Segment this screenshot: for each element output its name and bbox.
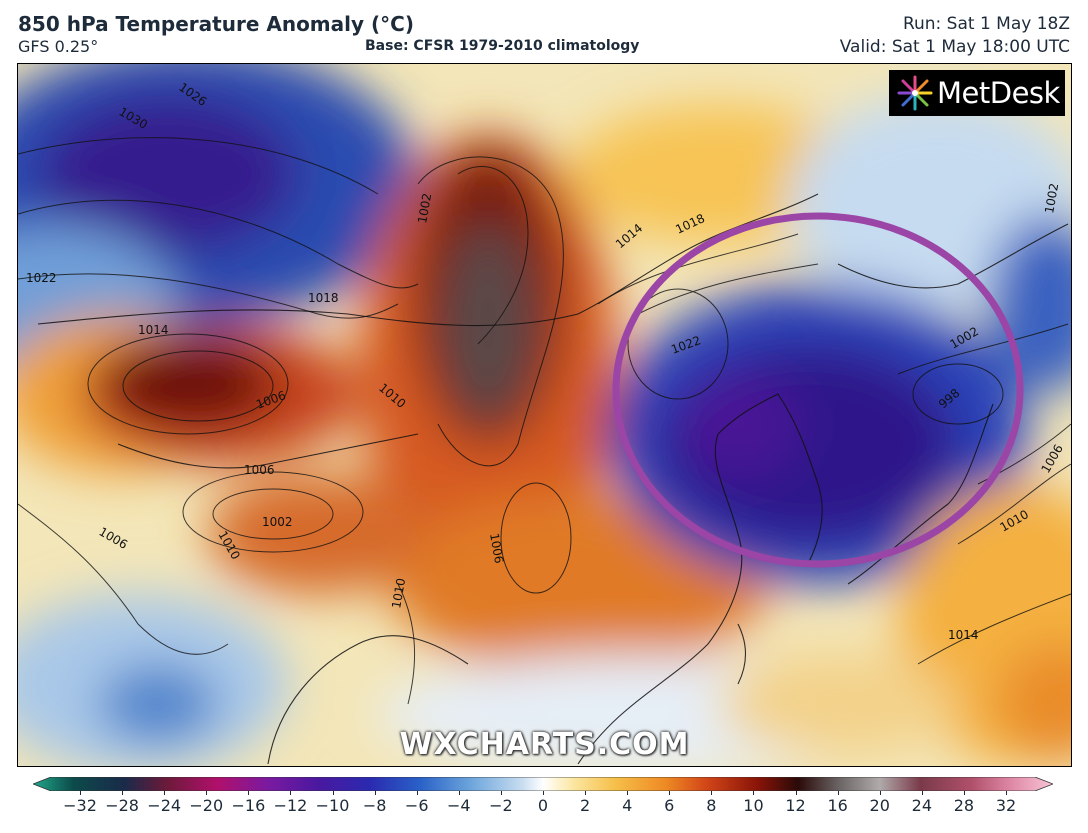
isobar-label: 1002 <box>262 515 293 529</box>
colorbar-tick-label: 2 <box>579 796 591 815</box>
colorbar-tick-mark <box>879 791 881 795</box>
colorbar-tick-mark <box>669 791 671 795</box>
anomaly-colorbar <box>33 777 1053 791</box>
model-label: GFS 0.25° <box>18 37 99 56</box>
colorbar-tick-label: −2 <box>489 796 513 815</box>
isobar-label: 1002 <box>415 192 434 225</box>
colorbar-tick-mark <box>122 791 124 795</box>
colorbar-tick-mark <box>416 791 418 795</box>
isobar-label: 1022 <box>26 271 57 285</box>
metdesk-logo-text: MetDesk <box>937 76 1060 110</box>
colorbar-tick-label: −6 <box>404 796 429 815</box>
metdesk-logo-icon <box>897 75 933 111</box>
colorbar-tick-label: −32 <box>63 796 97 815</box>
colorbar-tick-label: 0 <box>537 796 549 815</box>
colorbar-tick-label: −28 <box>105 796 139 815</box>
isobars <box>18 137 1071 705</box>
colorbar-tick-mark <box>753 791 755 795</box>
colorbar-tick-label: 20 <box>869 796 890 815</box>
colorbar-tick-labels: −32 −28 −24 −20 −16 −12 −10 −8 −6 −4 −2 0 2 4 6 8 10 12 16… <box>0 796 1088 818</box>
colorbar-tick-mark <box>206 791 208 795</box>
isobar-label: 1010 <box>389 577 408 610</box>
colorbar-tick-mark <box>627 791 629 795</box>
colorbar-tick-mark <box>80 791 81 795</box>
valid-time-label: Valid: Sat 1 May 18:00 UTC <box>839 37 1070 57</box>
colorbar-tick-mark <box>248 791 250 795</box>
colorbar-tick-mark <box>543 791 544 795</box>
metdesk-logo: MetDesk <box>889 70 1065 116</box>
colorbar-tick-label: 6 <box>664 796 675 815</box>
base-climatology-label: Base: CFSR 1979-2010 climatology <box>365 38 640 54</box>
colorbar-tick-label: 24 <box>911 796 932 815</box>
isobar-label: 1002 <box>1042 182 1061 215</box>
colorbar-tick-label: −10 <box>315 796 350 815</box>
colorbar-tick-mark <box>458 791 460 795</box>
colorbar-tick-label: −8 <box>362 796 387 815</box>
colorbar-tick-label: 16 <box>827 796 848 815</box>
isobar-label: 1018 <box>308 291 339 305</box>
chart-title: 850 hPa Temperature Anomaly (°C) <box>18 12 414 36</box>
colorbar-tick-mark <box>500 791 502 795</box>
colorbar-tick-mark <box>164 791 166 795</box>
wxcharts-watermark: WXCHARTS.COM <box>399 727 690 762</box>
temperature-anomaly-field <box>18 64 1071 766</box>
colorbar-tick-mark <box>290 791 292 795</box>
cold-anomaly-highlight-circle <box>612 212 1024 568</box>
colorbar-tick-mark <box>837 791 839 795</box>
anomaly-map[interactable]: 1030 1026 1022 1018 1014 1002 1006 1010 … <box>17 63 1072 767</box>
colorbar-tick-mark <box>374 791 376 795</box>
colorbar-tick-mark <box>795 791 797 795</box>
isobar-label: 1006 <box>487 532 506 565</box>
colorbar-tick-mark <box>711 791 713 795</box>
colorbar-tick-label: −20 <box>189 796 224 815</box>
map-canvas: 1030 1026 1022 1018 1014 1002 1006 1010 … <box>18 64 1071 766</box>
isobar-label: 1014 <box>138 323 169 337</box>
colorbar-tick-mark <box>963 791 965 795</box>
isobar-label: 1014 <box>948 628 979 642</box>
colorbar-tick-label: 28 <box>953 796 975 815</box>
colorbar-tick-label: 10 <box>743 796 764 815</box>
colorbar-tick-label: −4 <box>447 796 471 815</box>
colorbar-tick-label: 32 <box>995 796 1017 815</box>
colorbar-tick-label: 4 <box>622 796 633 815</box>
coastlines <box>37 193 1069 765</box>
colorbar-tick-mark <box>1006 791 1007 795</box>
colorbar-tick-mark <box>332 791 334 795</box>
isobar-label: 1006 <box>244 463 275 477</box>
colorbar-tick-label: −16 <box>231 796 266 815</box>
colorbar-tick-label: 8 <box>706 796 717 815</box>
colorbar-tick-label: 12 <box>785 796 806 815</box>
colorbar-tick-label: −24 <box>147 796 182 815</box>
colorbar-tick-mark <box>921 791 923 795</box>
run-time-label: Run: Sat 1 May 18Z <box>902 14 1070 34</box>
colorbar-tick-label: −12 <box>273 796 308 815</box>
colorbar-tick-mark <box>585 791 587 795</box>
